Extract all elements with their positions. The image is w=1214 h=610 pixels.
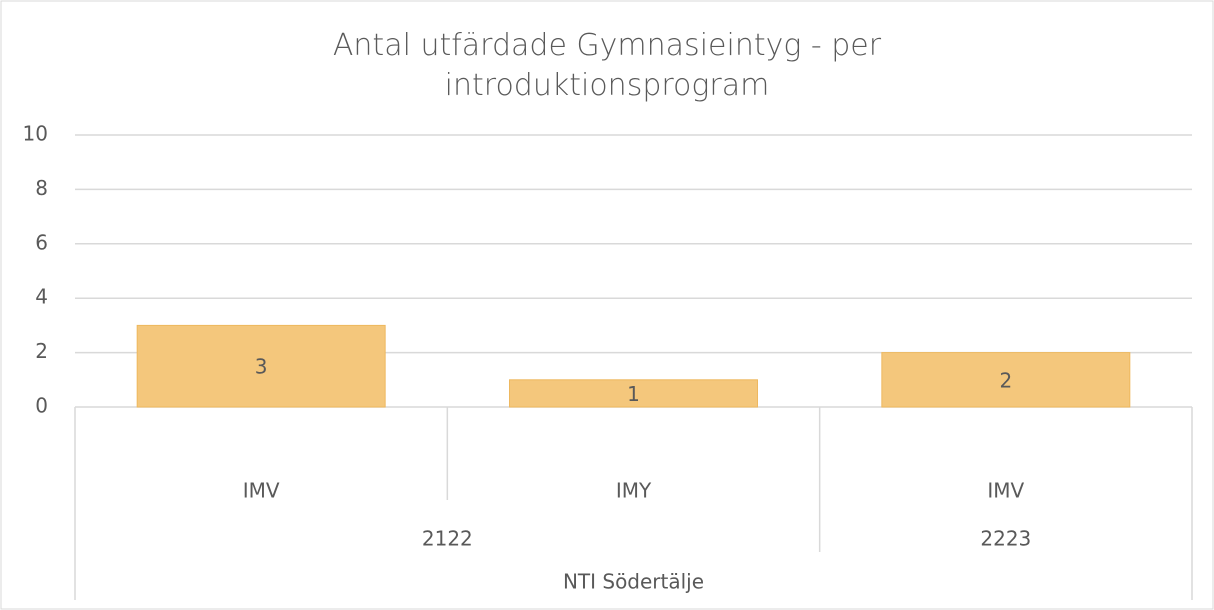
bar [136, 324, 386, 408]
y-tick-label: 8 [35, 176, 48, 200]
bar [881, 352, 1131, 408]
y-tick-label: 0 [35, 394, 48, 418]
group-label: 2122 [422, 527, 473, 551]
group-label: 2223 [980, 527, 1031, 551]
x-tick-label: IMV [987, 479, 1024, 503]
y-tick-label: 2 [35, 339, 48, 363]
data-label: 3 [255, 355, 268, 379]
x-tick-label: IMV [243, 479, 280, 503]
data-label: 2 [999, 368, 1012, 392]
data-label: 1 [627, 382, 640, 406]
outer-category-label: NTI Södertälje [563, 570, 704, 594]
chart-title: Antal utfärdade Gymnasieintyg - per intr… [332, 28, 882, 103]
bar [509, 379, 758, 408]
y-tick-label: 6 [35, 230, 48, 254]
y-tick-label: 10 [23, 122, 48, 146]
y-tick-label: 4 [35, 285, 48, 309]
x-tick-label: IMY [616, 479, 652, 503]
